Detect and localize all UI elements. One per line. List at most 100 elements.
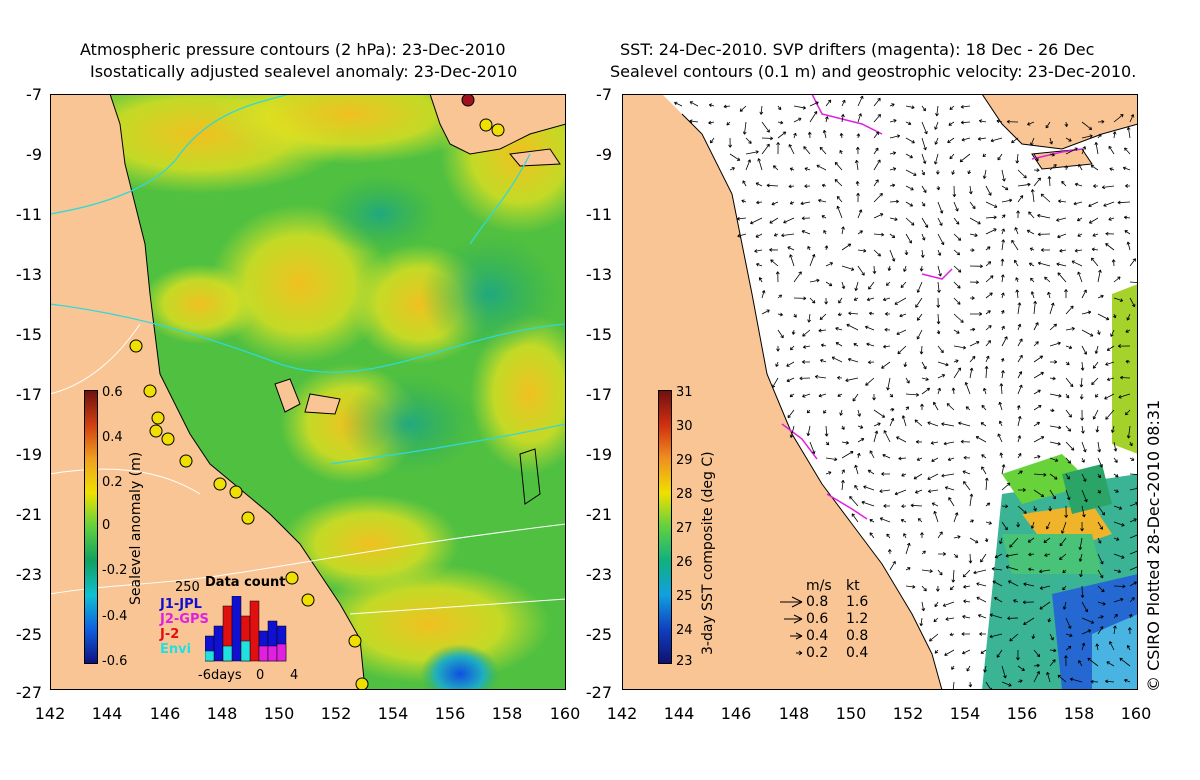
velocity-arrow — [841, 281, 846, 289]
velocity-arrow — [919, 345, 924, 355]
data-count-histogram — [205, 596, 287, 662]
velocity-arrow — [1078, 660, 1083, 667]
velocity-arrow — [1124, 230, 1131, 235]
velocity-arrow — [1109, 641, 1115, 651]
velocity-arrow — [983, 387, 987, 395]
velocity-arrow — [814, 374, 827, 379]
data-count-axis-label: 4 — [290, 668, 299, 683]
velocity-arrow — [1049, 360, 1058, 364]
velocity-arrow — [976, 596, 987, 603]
velocity-arrow — [1065, 345, 1073, 350]
velocity-arrow — [1129, 597, 1135, 603]
velocity-arrow — [903, 265, 907, 272]
velocity-arrow — [1033, 341, 1039, 347]
velocity-arrow — [937, 265, 942, 277]
legend-j1-jpl: J1-JPL — [160, 597, 202, 612]
velocity-arrow — [769, 217, 779, 224]
velocity-arrow — [771, 201, 779, 206]
velocity-arrow — [837, 375, 843, 380]
velocity-arrow — [1000, 370, 1005, 379]
velocity-arrow — [963, 455, 971, 460]
velocity-arrow — [1065, 633, 1073, 638]
velocity-arrow — [1033, 472, 1047, 477]
velocity-arrow — [1081, 345, 1087, 355]
velocity-arrow — [1081, 329, 1094, 337]
velocity-arrow — [1081, 617, 1095, 624]
velocity-arrow — [1049, 659, 1056, 667]
velocity-arrow — [921, 185, 927, 193]
lat-tick: -23 — [15, 565, 42, 584]
velocity-arrow — [793, 105, 806, 110]
velocity-arrow — [802, 345, 811, 349]
velocity-arrow — [787, 246, 795, 251]
velocity-arrow — [1080, 361, 1085, 371]
velocity-arrow — [1033, 168, 1040, 173]
velocity-arrow — [789, 201, 795, 205]
velocity-arrow — [1126, 425, 1131, 439]
velocity-arrow — [945, 617, 955, 621]
velocity-arrow — [873, 249, 881, 257]
velocity-arrow — [1120, 375, 1131, 380]
velocity-arrow — [1039, 569, 1051, 574]
velocity-arrow — [1092, 409, 1099, 420]
velocity-arrow — [884, 327, 891, 332]
velocity-arrow — [1081, 489, 1088, 503]
velocity-arrow — [1049, 393, 1062, 398]
lat-tick: -21 — [15, 505, 42, 524]
velocity-arrow — [1037, 213, 1051, 219]
velocity-arrow — [845, 377, 859, 383]
velocity-arrow — [674, 101, 683, 107]
velocity-arrow — [759, 105, 764, 115]
velocity-arrow — [1000, 309, 1005, 315]
velocity-arrow — [1091, 257, 1099, 267]
velocity-arrow — [851, 513, 859, 523]
velocity-arrow — [883, 430, 891, 443]
velocity-arrow — [905, 169, 917, 176]
velocity-arrow — [1057, 272, 1067, 283]
velocity-arrow — [1065, 457, 1072, 464]
lat-tick: -21 — [585, 505, 612, 524]
velocity-arrow — [793, 117, 802, 123]
velocity-arrow — [755, 233, 763, 238]
velocity-arrow — [873, 159, 881, 171]
velocity-arrow — [1129, 258, 1136, 267]
velocity-arrow — [1097, 601, 1106, 606]
velocity-arrow — [788, 184, 795, 189]
velocity-arrow — [1091, 247, 1099, 252]
velocity-arrow — [848, 311, 859, 316]
velocity-arrow — [873, 213, 884, 219]
velocity-arrow — [835, 326, 843, 331]
velocity-arrow — [1123, 215, 1131, 220]
colorbar-tick: 28 — [676, 487, 693, 502]
velocity-arrow — [1028, 211, 1035, 219]
velocity-arrow — [1045, 521, 1051, 530]
velocity-arrow — [1001, 185, 1009, 191]
velocity-arrow — [937, 233, 945, 246]
colorbar-tick: 29 — [676, 453, 693, 468]
velocity-arrow — [1076, 217, 1083, 222]
velocity-arrow — [1017, 470, 1023, 475]
velocity-arrow — [1001, 464, 1006, 475]
velocity-arrow — [841, 99, 846, 107]
velocity-arrow — [1097, 294, 1104, 299]
velocity-arrow — [976, 582, 987, 587]
velocity-arrow — [873, 430, 879, 443]
velocity-arrow — [1022, 600, 1035, 605]
velocity-arrow — [952, 185, 957, 198]
velocity-arrow — [807, 131, 812, 139]
velocity-arrow — [775, 361, 779, 367]
velocity-arrow — [889, 217, 898, 221]
velocity-arrow — [881, 361, 891, 369]
velocity-arrow — [997, 153, 1003, 161]
velocity-arrow — [894, 297, 907, 305]
velocity-arrow — [921, 169, 925, 176]
velocity-arrow — [1056, 262, 1067, 267]
velocity-arrow — [775, 271, 780, 283]
velocity-arrow — [728, 137, 733, 148]
velocity-arrow — [953, 249, 961, 256]
right-title-line1: SST: 24-Dec-2010. SVP drifters (magenta)… — [620, 40, 1095, 59]
velocity-arrow — [1065, 377, 1074, 388]
velocity-arrow — [1129, 114, 1135, 123]
velocity-arrow — [759, 277, 763, 283]
velocity-arrow — [889, 103, 895, 107]
